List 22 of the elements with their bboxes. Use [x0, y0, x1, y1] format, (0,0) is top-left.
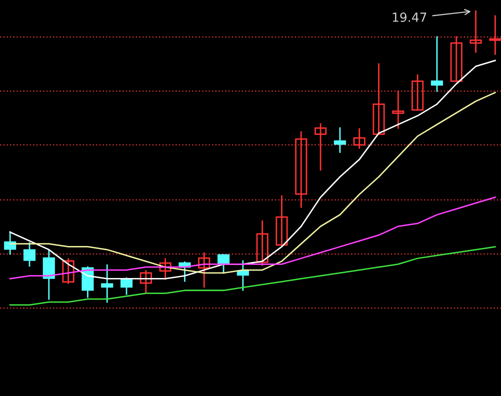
candlestick	[372, 63, 385, 135]
candlestick	[314, 123, 327, 171]
candlestick	[412, 74, 424, 111]
candlestick	[353, 128, 366, 149]
candlestick	[101, 264, 114, 303]
candlestick	[334, 127, 346, 153]
candlestick	[392, 90, 404, 129]
candlestick	[276, 195, 288, 246]
candlestick	[140, 270, 152, 294]
candlestick	[42, 249, 55, 300]
candlestick	[430, 36, 443, 92]
candlestick	[450, 36, 462, 82]
candlestick	[159, 258, 172, 280]
candlestick	[23, 242, 36, 267]
candlestick	[198, 252, 210, 288]
candlestick	[218, 254, 230, 274]
candlestick	[62, 258, 74, 284]
candlestick	[489, 15, 501, 55]
candlestick	[256, 220, 268, 266]
candlestick	[295, 131, 308, 208]
candlestick	[4, 231, 16, 255]
annotation: 19.47	[392, 12, 426, 22]
